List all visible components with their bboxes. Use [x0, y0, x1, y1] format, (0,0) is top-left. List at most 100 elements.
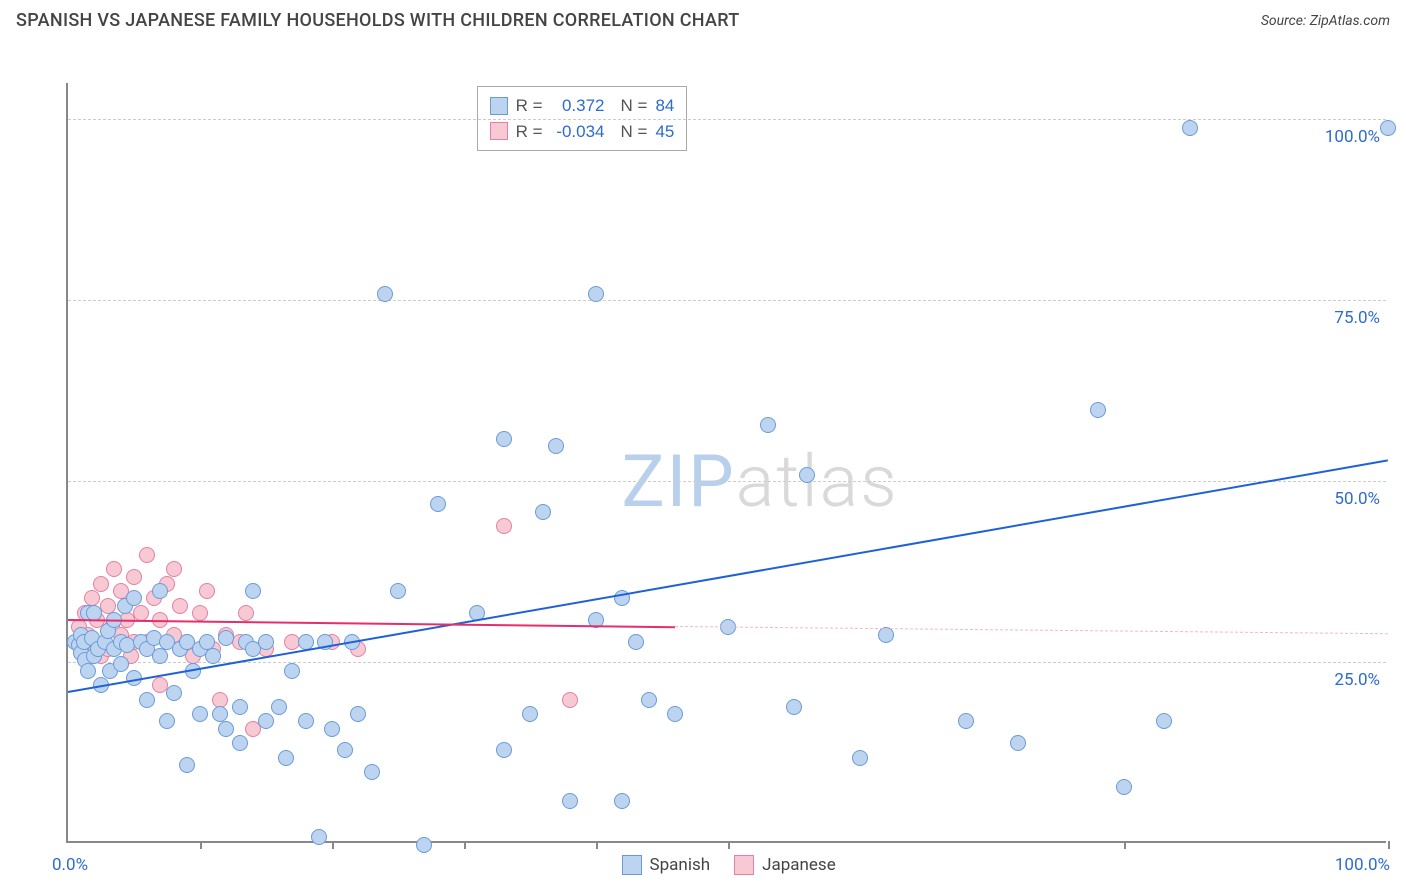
trend-line — [675, 626, 1388, 634]
data-point — [324, 721, 340, 737]
trend-line — [68, 459, 1388, 693]
x-tick — [332, 841, 334, 849]
data-point — [93, 576, 109, 592]
data-point — [760, 417, 776, 433]
gridline — [68, 300, 1386, 301]
x-tick — [464, 841, 466, 849]
data-point — [377, 286, 393, 302]
gridline — [68, 662, 1386, 663]
data-point — [667, 706, 683, 722]
data-point — [232, 735, 248, 751]
stat-n-label: N = — [621, 93, 648, 119]
data-point — [496, 431, 512, 447]
data-point — [562, 692, 578, 708]
data-point — [786, 699, 802, 715]
x-axis-max-label: 100.0% — [1335, 855, 1390, 875]
data-point — [298, 713, 314, 729]
y-tick-label: 75.0% — [1334, 308, 1380, 328]
data-point — [271, 699, 287, 715]
x-tick — [1388, 841, 1390, 849]
data-point — [126, 590, 142, 606]
data-point — [278, 750, 294, 766]
data-point — [311, 829, 327, 845]
data-point — [139, 692, 155, 708]
data-point — [258, 713, 274, 729]
data-point — [152, 648, 168, 664]
legend-swatch — [734, 855, 754, 875]
data-point — [1116, 779, 1132, 795]
data-point — [390, 583, 406, 599]
x-tick — [728, 841, 730, 849]
data-point — [1156, 713, 1172, 729]
data-point — [284, 663, 300, 679]
data-point — [799, 467, 815, 483]
data-point — [496, 518, 512, 534]
stat-r-value: -0.034 — [551, 119, 605, 145]
data-point — [192, 706, 208, 722]
data-point — [496, 742, 512, 758]
y-tick-label: 100.0% — [1325, 127, 1380, 147]
data-point — [1380, 120, 1396, 136]
data-point — [350, 706, 366, 722]
legend-label: Spanish — [650, 855, 711, 875]
data-point — [1010, 735, 1026, 751]
legend-swatch — [490, 122, 508, 140]
data-point — [548, 438, 564, 454]
data-point — [232, 699, 248, 715]
x-tick — [200, 841, 202, 849]
legend-swatch — [490, 97, 508, 115]
legend-label: Japanese — [762, 855, 836, 875]
data-point — [218, 630, 234, 646]
gridline — [68, 481, 1386, 482]
data-point — [192, 605, 208, 621]
data-point — [238, 605, 254, 621]
data-point — [588, 286, 604, 302]
stat-n-value: 84 — [655, 93, 674, 119]
data-point — [166, 561, 182, 577]
data-point — [245, 583, 261, 599]
data-point — [337, 742, 353, 758]
data-point — [1090, 402, 1106, 418]
data-point — [159, 713, 175, 729]
plot-area: ZIPatlas R =0.372N =84R =-0.034N =45 Spa… — [66, 83, 1386, 843]
x-tick — [1124, 841, 1126, 849]
data-point — [416, 837, 432, 853]
data-point — [106, 561, 122, 577]
data-point — [205, 648, 221, 664]
data-point — [172, 598, 188, 614]
stat-n-label: N = — [621, 119, 648, 145]
legend-item: Spanish — [622, 855, 711, 875]
data-point — [562, 793, 578, 809]
source-label: Source: ZipAtlas.com — [1261, 13, 1390, 29]
stats-row: R = -0.034 N = 45 — [490, 119, 675, 145]
data-point — [1182, 120, 1198, 136]
data-point — [139, 547, 155, 563]
data-point — [535, 504, 551, 520]
x-tick — [596, 841, 598, 849]
data-point — [641, 692, 657, 708]
data-point — [218, 721, 234, 737]
x-axis-min-label: 0.0% — [52, 855, 88, 875]
data-point — [258, 634, 274, 650]
data-point — [80, 663, 96, 679]
stat-r-value: 0.372 — [551, 93, 605, 119]
stats-row: R = 0.372 N = 84 — [490, 93, 675, 119]
data-point — [152, 583, 168, 599]
legend-swatch — [622, 855, 642, 875]
stat-n-value: 45 — [655, 119, 674, 145]
data-point — [199, 583, 215, 599]
data-point — [179, 757, 195, 773]
data-point — [430, 496, 446, 512]
stat-r-label: R = — [516, 119, 543, 145]
legend-item: Japanese — [734, 855, 836, 875]
data-point — [126, 569, 142, 585]
legend: Spanish Japanese — [622, 855, 836, 875]
data-point — [628, 634, 644, 650]
data-point — [364, 764, 380, 780]
data-point — [614, 793, 630, 809]
data-point — [958, 713, 974, 729]
data-point — [852, 750, 868, 766]
y-tick-label: 25.0% — [1334, 670, 1380, 690]
data-point — [522, 706, 538, 722]
stat-r-label: R = — [516, 93, 543, 119]
